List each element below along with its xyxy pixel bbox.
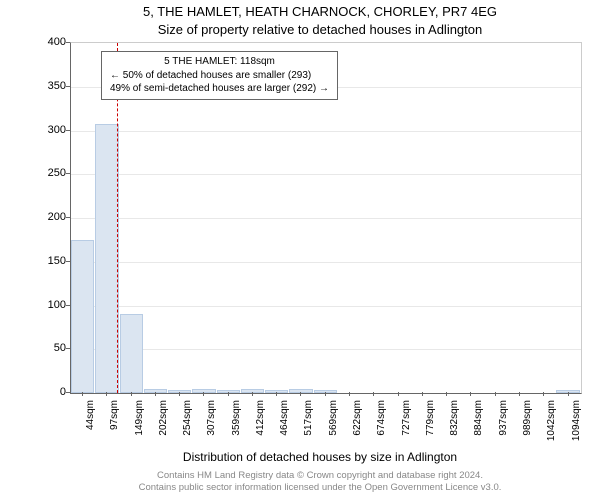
y-tick-label: 150	[26, 255, 66, 267]
footer: Contains HM Land Registry data © Crown c…	[50, 470, 590, 494]
x-tick-label: 412sqm	[255, 400, 266, 450]
x-tick-label: 569sqm	[328, 400, 339, 450]
y-tick-mark	[66, 261, 70, 262]
x-tick-label: 989sqm	[522, 400, 533, 450]
x-tick-mark	[106, 392, 107, 396]
y-tick-label: 200	[26, 211, 66, 223]
x-tick-label: 307sqm	[206, 400, 217, 450]
x-tick-mark	[373, 392, 374, 396]
histogram-bar	[71, 240, 94, 393]
x-axis-label: Distribution of detached houses by size …	[50, 450, 590, 464]
x-tick-label: 832sqm	[449, 400, 460, 450]
x-tick-mark	[349, 392, 350, 396]
info-line-2: ← 50% of detached houses are smaller (29…	[110, 69, 329, 83]
gridline	[71, 262, 581, 263]
x-tick-mark	[446, 392, 447, 396]
x-tick-mark	[543, 392, 544, 396]
x-tick-label: 1042sqm	[546, 400, 557, 450]
y-tick-mark	[66, 130, 70, 131]
info-line-1: 5 THE HAMLET: 118sqm	[110, 55, 329, 69]
y-tick-label: 400	[26, 36, 66, 48]
y-tick-label: 250	[26, 167, 66, 179]
histogram-bar	[95, 124, 118, 394]
x-tick-mark	[276, 392, 277, 396]
y-tick-mark	[66, 86, 70, 87]
x-tick-mark	[179, 392, 180, 396]
y-tick-mark	[66, 173, 70, 174]
x-tick-mark	[470, 392, 471, 396]
x-tick-mark	[325, 392, 326, 396]
subtitle: Size of property relative to detached ho…	[50, 22, 590, 37]
y-tick-mark	[66, 348, 70, 349]
x-tick-label: 622sqm	[352, 400, 363, 450]
x-tick-mark	[131, 392, 132, 396]
x-tick-label: 149sqm	[134, 400, 145, 450]
x-tick-mark	[300, 392, 301, 396]
x-tick-label: 44sqm	[85, 400, 96, 450]
x-tick-label: 97sqm	[109, 400, 120, 450]
info-box: 5 THE HAMLET: 118sqm← 50% of detached ho…	[101, 51, 338, 100]
y-tick-mark	[66, 217, 70, 218]
x-tick-label: 727sqm	[401, 400, 412, 450]
histogram-bar	[120, 314, 143, 393]
x-tick-mark	[203, 392, 204, 396]
x-tick-label: 937sqm	[498, 400, 509, 450]
y-tick-label: 0	[26, 386, 66, 398]
gridline	[71, 349, 581, 350]
x-tick-label: 464sqm	[279, 400, 290, 450]
x-tick-label: 674sqm	[376, 400, 387, 450]
y-tick-mark	[66, 392, 70, 393]
x-tick-label: 517sqm	[303, 400, 314, 450]
x-tick-mark	[519, 392, 520, 396]
x-tick-mark	[422, 392, 423, 396]
x-tick-label: 359sqm	[231, 400, 242, 450]
x-tick-mark	[252, 392, 253, 396]
x-tick-mark	[228, 392, 229, 396]
page-title: 5, THE HAMLET, HEATH CHARNOCK, CHORLEY, …	[50, 4, 590, 19]
x-tick-mark	[495, 392, 496, 396]
y-tick-label: 50	[26, 342, 66, 354]
gridline	[71, 218, 581, 219]
x-tick-mark	[155, 392, 156, 396]
y-tick-label: 350	[26, 80, 66, 92]
y-tick-label: 100	[26, 299, 66, 311]
footer-line-2: Contains public sector information licen…	[50, 482, 590, 494]
x-tick-label: 779sqm	[425, 400, 436, 450]
footer-line-1: Contains HM Land Registry data © Crown c…	[50, 470, 590, 482]
info-line-3: 49% of semi-detached houses are larger (…	[110, 82, 329, 96]
plot-area: 5 THE HAMLET: 118sqm← 50% of detached ho…	[70, 42, 582, 394]
x-tick-mark	[398, 392, 399, 396]
x-tick-mark	[82, 392, 83, 396]
x-tick-label: 202sqm	[158, 400, 169, 450]
x-tick-label: 1094sqm	[571, 400, 582, 450]
x-tick-mark	[568, 392, 569, 396]
gridline	[71, 306, 581, 307]
x-tick-label: 884sqm	[473, 400, 484, 450]
x-tick-label: 254sqm	[182, 400, 193, 450]
y-tick-mark	[66, 42, 70, 43]
y-tick-mark	[66, 305, 70, 306]
gridline	[71, 174, 581, 175]
y-tick-label: 300	[26, 124, 66, 136]
gridline	[71, 131, 581, 132]
